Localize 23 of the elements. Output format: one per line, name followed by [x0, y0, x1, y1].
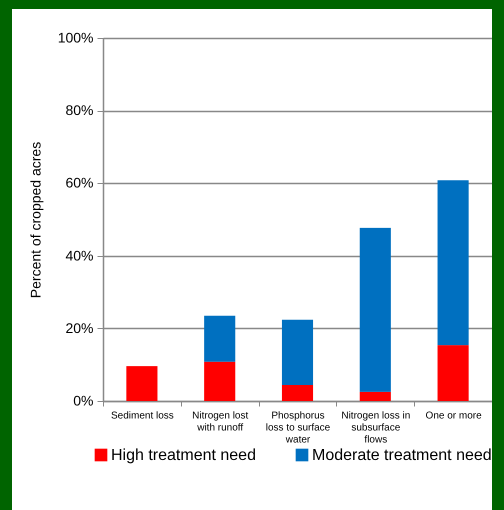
- legend-label: Moderate treatment need: [312, 447, 492, 464]
- x-tick-label: One or more: [426, 410, 482, 422]
- bar: [204, 362, 236, 401]
- y-tick-label: 100%: [58, 30, 94, 46]
- bar: [438, 345, 469, 401]
- y-tick-label: 80%: [65, 102, 94, 118]
- x-tick-label: Nitrogen lost with runoff: [192, 410, 248, 434]
- y-axis-title: Percent of cropped acres: [28, 142, 44, 298]
- y-tick-label: 0%: [73, 392, 94, 408]
- y-tick-label: 60%: [65, 174, 94, 191]
- y-tick-label: 40%: [65, 247, 94, 264]
- legend-label: High treatment need: [111, 447, 256, 464]
- bar: [282, 385, 314, 401]
- bar: [438, 180, 469, 346]
- bar: [360, 228, 391, 392]
- y-tick-label: 20%: [65, 320, 94, 336]
- bar: [360, 392, 391, 401]
- bar: [126, 366, 158, 401]
- bar: [204, 316, 236, 362]
- x-tick-label: Phosphorus loss to surface water: [266, 410, 331, 446]
- bar: [282, 320, 314, 386]
- x-tick-label: Nitrogen loss in subsurface flows: [341, 410, 410, 446]
- x-tick-label: Sediment loss: [110, 410, 174, 422]
